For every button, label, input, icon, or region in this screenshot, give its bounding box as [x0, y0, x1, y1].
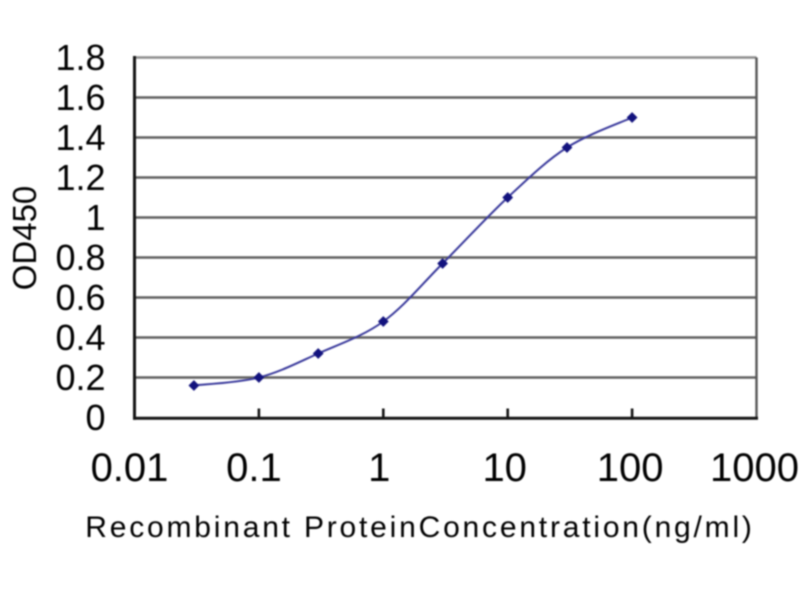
- svg-text:1: 1: [85, 197, 105, 238]
- svg-text:1.8: 1.8: [55, 37, 105, 78]
- svg-text:10: 10: [482, 446, 527, 490]
- svg-text:0: 0: [85, 397, 105, 438]
- svg-text:0.1: 0.1: [226, 446, 282, 490]
- svg-text:0.6: 0.6: [55, 277, 105, 318]
- svg-text:1.6: 1.6: [55, 77, 105, 118]
- svg-text:0.01: 0.01: [91, 446, 169, 490]
- svg-text:OD450: OD450: [6, 186, 43, 291]
- svg-text:Recombinant ProteinConcentrati: Recombinant ProteinConcentration(ng/ml): [85, 511, 754, 544]
- svg-text:0.2: 0.2: [55, 357, 105, 398]
- svg-text:1: 1: [368, 446, 390, 490]
- svg-text:1.4: 1.4: [55, 117, 105, 158]
- svg-text:0.4: 0.4: [55, 317, 105, 358]
- svg-text:0.8: 0.8: [55, 237, 105, 278]
- svg-text:1000: 1000: [710, 446, 799, 490]
- svg-text:1.2: 1.2: [55, 157, 105, 198]
- svg-text:100: 100: [597, 446, 664, 490]
